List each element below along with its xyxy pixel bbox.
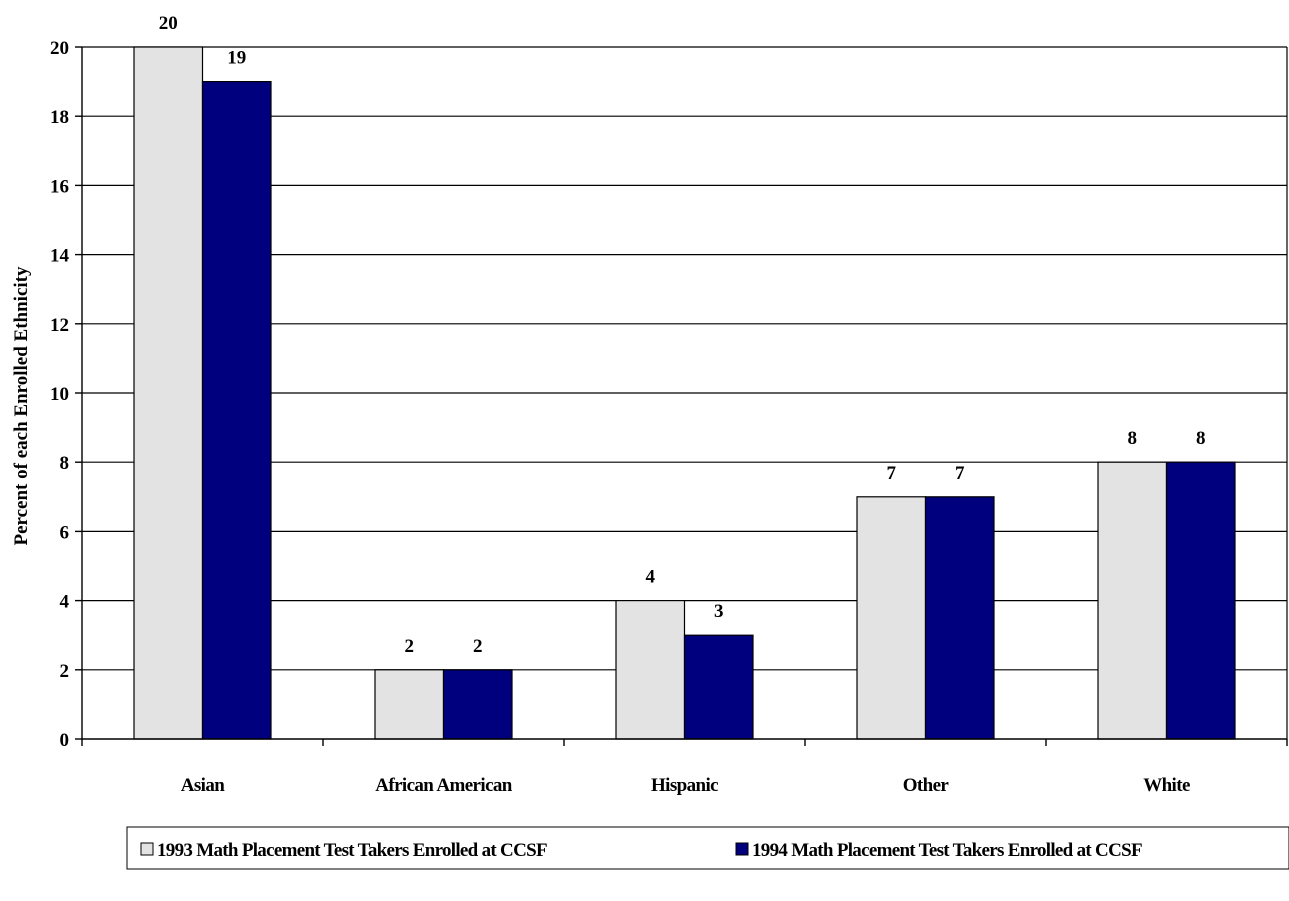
x-category-label-asian: Asian [181,775,225,796]
axes [75,46,1288,746]
value-label-hispanic-1: 4 [646,567,656,588]
y-tick-label-0: 0 [60,730,70,751]
bar-hispanic-2 [683,634,754,740]
y-tick-label-4: 4 [60,592,70,613]
bar-other-2 [924,496,995,740]
x-category-label-other: Other [903,775,950,796]
value-label-asian-2: 19 [227,48,246,69]
x-category-label-hispanic: Hispanic [651,775,718,796]
legend-label-2: 1994 Math Placement Test Takers Enrolled… [752,840,1142,861]
bar-other-1 [856,496,927,740]
bar-white-1 [1097,461,1168,740]
y-tick-label-12: 12 [50,315,69,336]
value-label-african-american-1: 2 [405,636,415,657]
legend-label-1: 1993 Math Placement Test Takers Enrolled… [157,840,547,861]
legend-swatch-2 [735,842,749,856]
x-category-label-african-american: African American [375,775,513,796]
value-label-white-1: 8 [1128,428,1138,449]
bar-asian-1 [133,46,204,740]
y-tick-label-16: 16 [50,176,69,197]
bars [133,46,1236,740]
legend: 1993 Math Placement Test Takers Enrolled… [126,826,1289,870]
x-category-label-white: White [1143,775,1190,796]
value-label-hispanic-2: 3 [714,601,724,622]
y-tick-label-14: 14 [50,246,70,267]
y-tick-label-10: 10 [50,384,69,405]
bar-hispanic-1 [615,599,686,740]
y-axis-title: Percent of each Enrolled Ethnicity [11,266,32,545]
gridlines [82,46,1287,671]
bar-asian-2 [201,80,272,740]
labels: 0 2 4 6 8 10 12 14 16 18 20 20 19 Asian 2 2 African Amer… [50,13,1206,796]
y-tick-label-2: 2 [60,661,70,682]
y-tick-label-8: 8 [60,453,70,474]
value-label-other-1: 7 [887,463,897,484]
value-label-asian-1: 20 [159,13,178,34]
legend-swatch-1 [140,842,154,856]
y-tick-label-6: 6 [60,522,70,543]
value-label-other-2: 7 [955,463,965,484]
y-tick-label-18: 18 [50,107,69,128]
y-tick-label-20: 20 [50,38,69,59]
bar-african-american-2 [442,669,513,740]
value-label-white-2: 8 [1196,428,1206,449]
value-label-african-american-2: 2 [473,636,483,657]
bar-white-2 [1165,461,1236,740]
bar-african-american-1 [374,669,445,740]
legend-box [126,826,1289,870]
